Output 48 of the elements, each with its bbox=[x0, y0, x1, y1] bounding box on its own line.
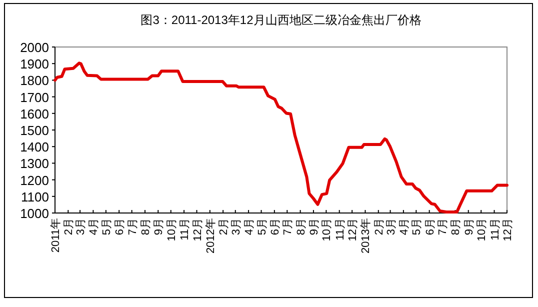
x-tick-label: 5月 bbox=[411, 218, 424, 236]
x-tick-label: 3月 bbox=[230, 218, 242, 236]
y-tick-label: 1400 bbox=[20, 140, 49, 155]
x-tick-label: 2月 bbox=[63, 218, 76, 236]
x-tick-label: 5月 bbox=[100, 218, 113, 236]
x-tick-label: 8月 bbox=[295, 218, 308, 236]
x-tick-label: 2012年 bbox=[204, 218, 217, 254]
x-tick-label: 11月 bbox=[334, 218, 346, 240]
y-tick-label: 1900 bbox=[20, 56, 49, 72]
x-tick-label: 7月 bbox=[437, 218, 450, 236]
x-tick-label: 8月 bbox=[450, 218, 462, 236]
x-tick-label: 9月 bbox=[463, 218, 476, 236]
x-tick-label: 9月 bbox=[153, 218, 166, 236]
x-tick-label: 12月 bbox=[502, 218, 514, 242]
x-tick-label: 6月 bbox=[114, 218, 126, 236]
x-tick-label: 10月 bbox=[166, 218, 178, 242]
y-tick-label: 1300 bbox=[20, 156, 49, 172]
x-tick-label: 10月 bbox=[476, 218, 488, 242]
x-tick-label: 11月 bbox=[489, 218, 502, 240]
x-tick-label: 12月 bbox=[347, 218, 360, 242]
x-tick-label: 6月 bbox=[424, 218, 436, 236]
y-tick-label: 1000 bbox=[20, 206, 49, 221]
y-tick-label: 2000 bbox=[20, 40, 49, 55]
x-tick-label: 3月 bbox=[385, 218, 398, 236]
x-tick-label: 8月 bbox=[140, 218, 152, 236]
x-tick-label: 3月 bbox=[75, 218, 88, 236]
y-tick-label: 1200 bbox=[20, 172, 49, 188]
x-tick-label: 5月 bbox=[256, 218, 268, 236]
x-tick-label: 4月 bbox=[398, 218, 410, 236]
x-tick-label: 2013年 bbox=[360, 218, 372, 254]
x-tick-label: 4月 bbox=[244, 218, 256, 236]
x-tick-label: 6月 bbox=[269, 218, 282, 236]
x-tick-label: 7月 bbox=[282, 218, 294, 236]
x-tick-label: 10月 bbox=[321, 218, 334, 242]
x-tick-label: 7月 bbox=[126, 218, 139, 236]
y-tick-label: 1100 bbox=[21, 189, 49, 204]
y-tick-label: 1700 bbox=[20, 90, 49, 105]
x-tick-label: 12月 bbox=[192, 218, 204, 242]
y-tick-label: 1600 bbox=[20, 106, 49, 122]
x-tick-label: 2011年 bbox=[50, 218, 62, 253]
x-tick-label: 11月 bbox=[179, 218, 192, 240]
y-tick-label: 1800 bbox=[20, 73, 49, 88]
x-tick-label: 2月 bbox=[218, 218, 230, 236]
x-tick-label: 9月 bbox=[308, 218, 320, 236]
x-tick-label: 2月 bbox=[373, 218, 386, 236]
x-tick-label: 4月 bbox=[88, 218, 100, 236]
chart-title: 图3：2011-2013年12月山西地区二级冶金焦出厂价格 bbox=[140, 13, 422, 27]
y-tick-label: 1500 bbox=[20, 123, 49, 138]
